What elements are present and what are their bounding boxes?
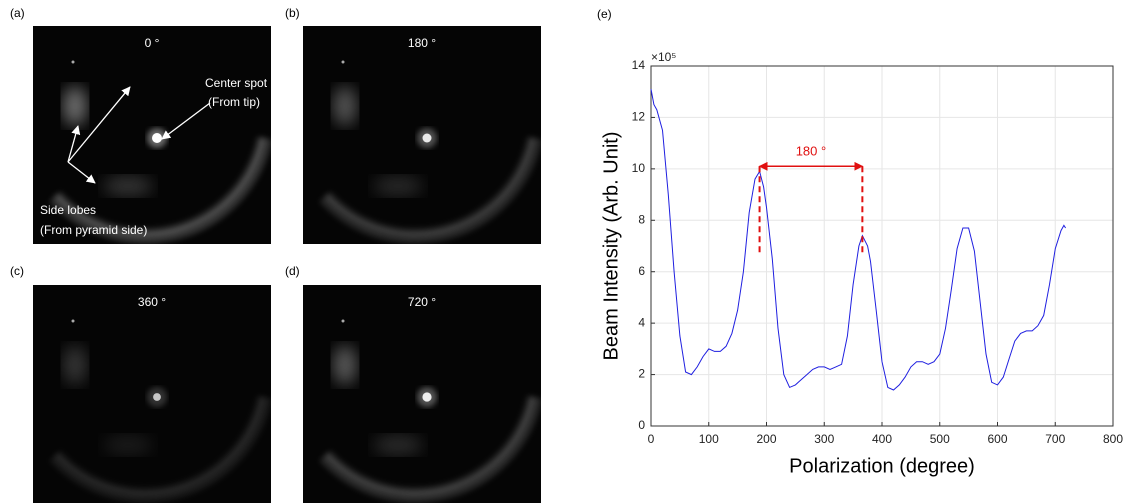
panel-label: (a) (10, 6, 25, 20)
side-lobe (373, 435, 423, 455)
y-tick-label: 8 (638, 212, 645, 226)
x-tick-label: 800 (1103, 432, 1123, 446)
x-tick-label: 700 (1045, 432, 1065, 446)
y-tick-label: 6 (638, 264, 645, 278)
annotation: (From pyramid side) (40, 223, 147, 237)
y-tick-label: 0 (638, 418, 645, 432)
angle-label: 180 ° (408, 36, 436, 50)
speck (72, 61, 75, 64)
center-spot (423, 134, 432, 143)
image: 360 ° (17, 245, 273, 503)
side-lobe (63, 86, 87, 126)
y-tick-label: 10 (632, 161, 646, 175)
angle-label: 720 ° (408, 295, 436, 309)
side-lobe (103, 176, 153, 196)
side-lobe (103, 435, 153, 455)
image: 180 ° (287, 0, 543, 244)
annotation: Side lobes (40, 203, 96, 217)
panel-label: (e) (597, 7, 612, 21)
y-scale-label: ×10⁵ (651, 50, 676, 64)
y-axis-label: Beam Intensity (Arb. Unit) (600, 132, 622, 361)
annotation: Center spot (205, 76, 268, 90)
y-tick-label: 4 (638, 315, 645, 329)
speck (342, 61, 345, 64)
x-tick-label: 600 (987, 432, 1007, 446)
x-tick-label: 500 (930, 432, 950, 446)
panel-label: (b) (285, 6, 300, 20)
image-panels: (a) 0 ° (b) 180 ° (c) 360 ° (d) 720 ° (10, 0, 543, 503)
x-tick-label: 400 (872, 432, 892, 446)
annotation: (From tip) (208, 95, 260, 109)
x-tick-label: 300 (814, 432, 834, 446)
x-tick-label: 100 (699, 432, 719, 446)
speck (72, 320, 75, 323)
side-lobe (333, 345, 357, 385)
side-lobe (333, 86, 357, 126)
side-lobe (373, 176, 423, 196)
x-tick-label: 200 (756, 432, 776, 446)
speck (342, 320, 345, 323)
x-tick-label: 0 (648, 432, 655, 446)
angle-label: 0 ° (145, 36, 160, 50)
image: 720 ° (287, 245, 543, 503)
panel-label: (c) (10, 264, 24, 278)
center-spot (153, 393, 161, 401)
annotation-text: 180 ° (796, 144, 827, 159)
panel-label: (d) (285, 264, 300, 278)
y-tick-label: 2 (638, 367, 645, 381)
chart: (e) 0 2 4 6 8 10 12 14 0 100 200 300 400 500 600 700 800 ×… (597, 7, 1123, 477)
x-axis-label: Polarization (degree) (789, 455, 975, 477)
center-spot (152, 133, 162, 143)
side-lobe (63, 345, 87, 385)
y-tick-label: 12 (632, 110, 646, 124)
y-tick-label: 14 (632, 58, 646, 72)
angle-label: 360 ° (138, 295, 166, 309)
center-spot (422, 392, 431, 401)
